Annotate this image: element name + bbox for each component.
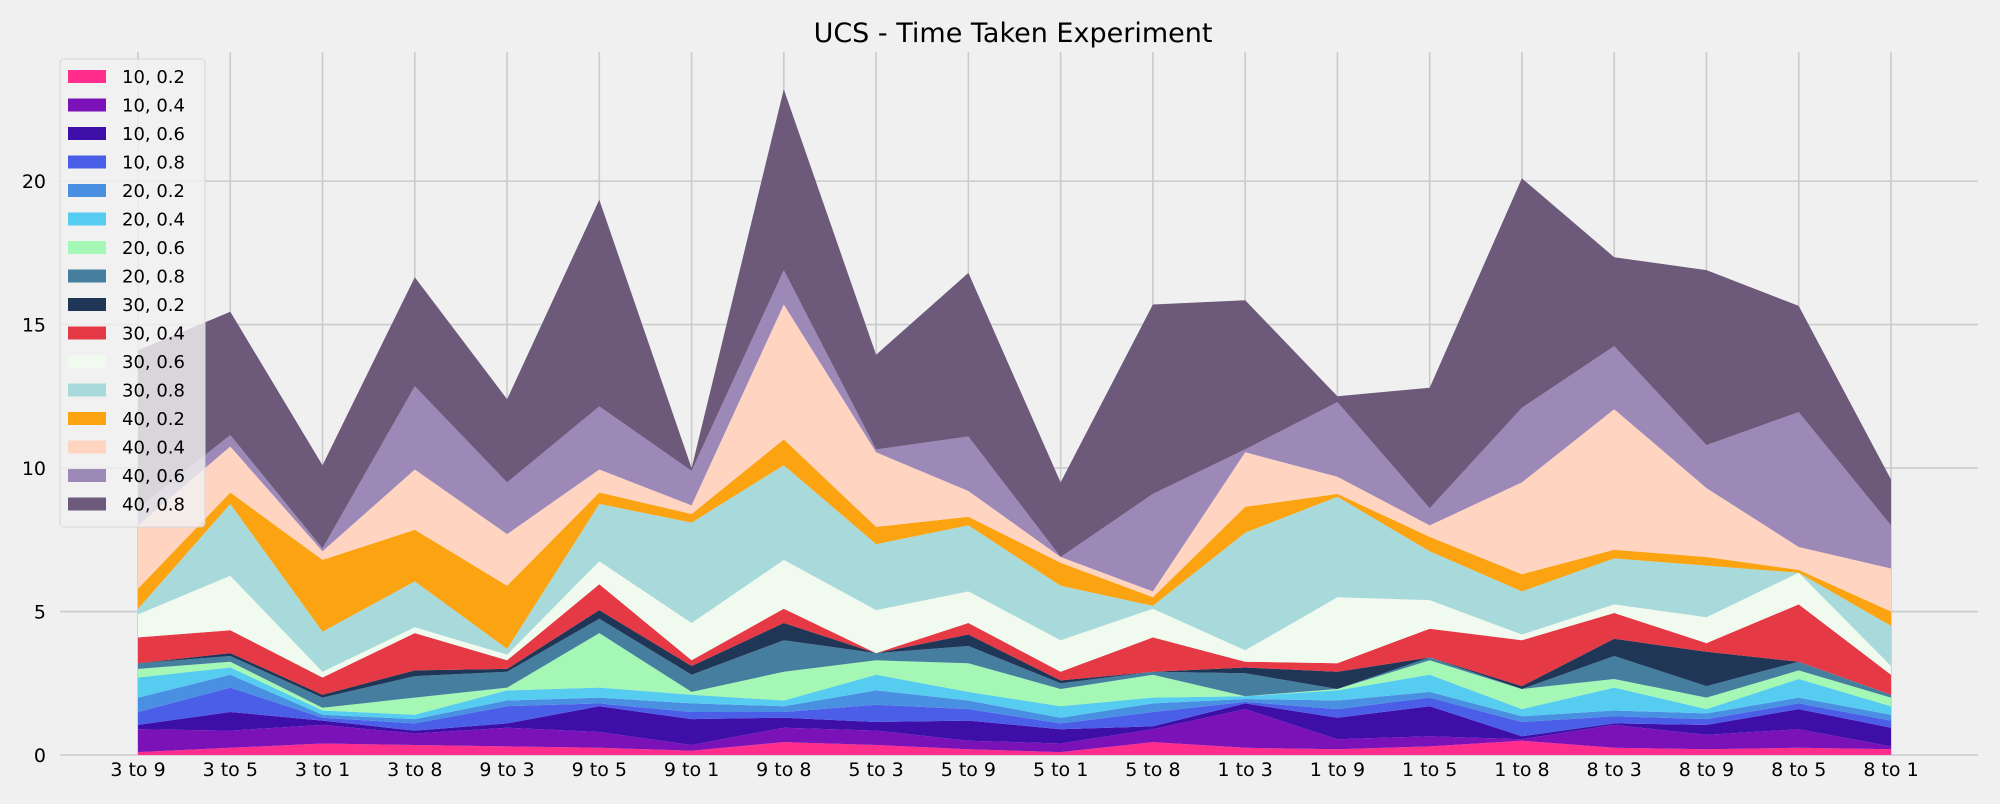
area-series-group: [138, 89, 1891, 755]
x-tick-label: 8 to 9: [1679, 759, 1734, 781]
x-tick-label: 5 to 3: [848, 759, 903, 781]
legend-label: 40, 0.8: [122, 495, 185, 516]
area-series-6: [138, 667, 1891, 720]
area-series-16: [138, 89, 1891, 558]
x-tick-label: 8 to 3: [1587, 759, 1642, 781]
x-tick-label: 1 to 3: [1217, 759, 1272, 781]
x-tick-label: 3 to 5: [203, 759, 258, 781]
legend-swatch: [68, 412, 106, 425]
x-tick-label: 3 to 9: [110, 759, 165, 781]
area-series-12: [138, 465, 1891, 672]
area-series-3: [138, 703, 1891, 747]
legend-swatch: [68, 497, 106, 511]
legend-swatch: [68, 241, 106, 254]
legend-label: 30, 0.8: [122, 381, 185, 402]
y-tick-label: 20: [22, 171, 46, 193]
area-series-4: [138, 687, 1891, 737]
legend-swatch: [68, 98, 106, 112]
x-tick-label: 8 to 1: [1863, 759, 1918, 781]
x-tick-label: 9 to 5: [572, 759, 627, 781]
y-tick-label: 10: [22, 458, 46, 480]
legend-label: 30, 0.4: [122, 324, 185, 345]
y-tick-label: 5: [34, 602, 46, 624]
legend-swatch: [68, 269, 106, 283]
legend-swatch: [68, 326, 106, 340]
x-tick-label: 9 to 8: [756, 759, 811, 781]
legend-swatch: [68, 70, 106, 83]
x-tick-label: 3 to 1: [295, 759, 350, 781]
x-tick-label: 8 to 5: [1771, 759, 1826, 781]
x-tick-label: 1 to 9: [1310, 759, 1365, 781]
area-series-11: [138, 559, 1891, 678]
legend-label: 10, 0.4: [122, 96, 185, 117]
area-series-13: [138, 439, 1891, 649]
legend-swatch: [68, 355, 106, 368]
legend-label: 40, 0.4: [122, 438, 185, 459]
legend-label: 30, 0.2: [122, 295, 185, 316]
x-tick-label: 9 to 1: [664, 759, 719, 781]
legend-label: 20, 0.4: [122, 210, 185, 231]
legend-swatch: [68, 383, 106, 397]
x-tick-label: 5 to 8: [1125, 759, 1180, 781]
legend-swatch: [68, 184, 106, 197]
area-series-8: [138, 618, 1891, 708]
legend-swatch: [68, 155, 106, 169]
x-tick-label: 5 to 9: [941, 759, 996, 781]
x-tick-label: 1 to 5: [1402, 759, 1457, 781]
legend-swatch: [68, 212, 106, 226]
area-series-5: [138, 674, 1891, 724]
legend-label: 40, 0.2: [122, 409, 185, 430]
legend-label: 10, 0.2: [122, 67, 185, 88]
y-tick-label: 15: [22, 315, 46, 337]
legend-swatch: [68, 127, 106, 140]
x-tick-label: 9 to 3: [479, 759, 534, 781]
legend-label: 20, 0.8: [122, 267, 185, 288]
legend-swatch: [68, 298, 106, 311]
area-series-10: [138, 584, 1891, 695]
legend-swatch: [68, 440, 106, 454]
area-series-15: [138, 270, 1891, 592]
x-tick-label: 3 to 8: [387, 759, 442, 781]
area-series-14: [138, 304, 1891, 612]
legend-label: 10, 0.6: [122, 124, 185, 145]
legend-label: 20, 0.2: [122, 181, 185, 202]
legend-label: 10, 0.8: [122, 153, 185, 174]
area-series-1: [138, 740, 1891, 755]
legend-label: 30, 0.6: [122, 352, 185, 373]
legend-label: 20, 0.6: [122, 238, 185, 259]
y-tick-label: 0: [34, 745, 46, 767]
x-tick-label: 5 to 1: [1033, 759, 1088, 781]
chart-title: UCS - Time Taken Experiment: [814, 18, 1213, 49]
legend: 10, 0.2 10, 0.4 10, 0.6 10, 0.8 20, 0.2 20, 0…: [59, 58, 206, 528]
axes: 0 5 10 15 20 3 to 9 3 to 5 3 to 1 3 to 8 9 to 3 9 …: [22, 171, 1919, 781]
area-series-9: [138, 610, 1891, 698]
area-series-7: [138, 633, 1891, 715]
x-tick-label: 1 to 8: [1494, 759, 1549, 781]
area-series-2: [138, 709, 1891, 753]
legend-box: [59, 58, 206, 528]
legend-label: 40, 0.6: [122, 466, 185, 487]
legend-swatch: [68, 469, 106, 482]
